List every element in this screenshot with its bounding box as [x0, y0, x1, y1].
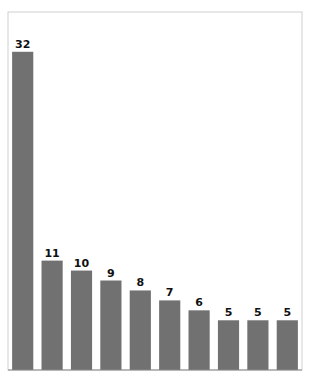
data-label: 32 [15, 38, 30, 51]
bar [189, 310, 210, 370]
data-label: 9 [107, 267, 115, 280]
baseline [8, 370, 302, 371]
chart-container: 32 11 10 9 8 7 6 5 5 5 [0, 0, 310, 382]
bar [277, 320, 298, 370]
data-label: 10 [74, 257, 90, 270]
data-label: 7 [166, 286, 174, 299]
bar [130, 290, 151, 370]
bar [12, 52, 33, 370]
bar [71, 271, 92, 370]
bars [12, 52, 298, 370]
bar [159, 300, 180, 370]
chart-svg: 32 11 10 9 8 7 6 5 5 5 [0, 0, 310, 382]
plot-frame [8, 12, 302, 370]
data-label: 5 [283, 306, 291, 319]
data-label: 5 [225, 306, 233, 319]
bar [100, 281, 121, 371]
bar [42, 261, 63, 370]
data-label: 8 [136, 276, 144, 289]
data-label: 6 [195, 296, 203, 309]
bar [218, 320, 239, 370]
data-label: 11 [44, 247, 59, 260]
bar [247, 320, 268, 370]
data-label: 5 [254, 306, 262, 319]
